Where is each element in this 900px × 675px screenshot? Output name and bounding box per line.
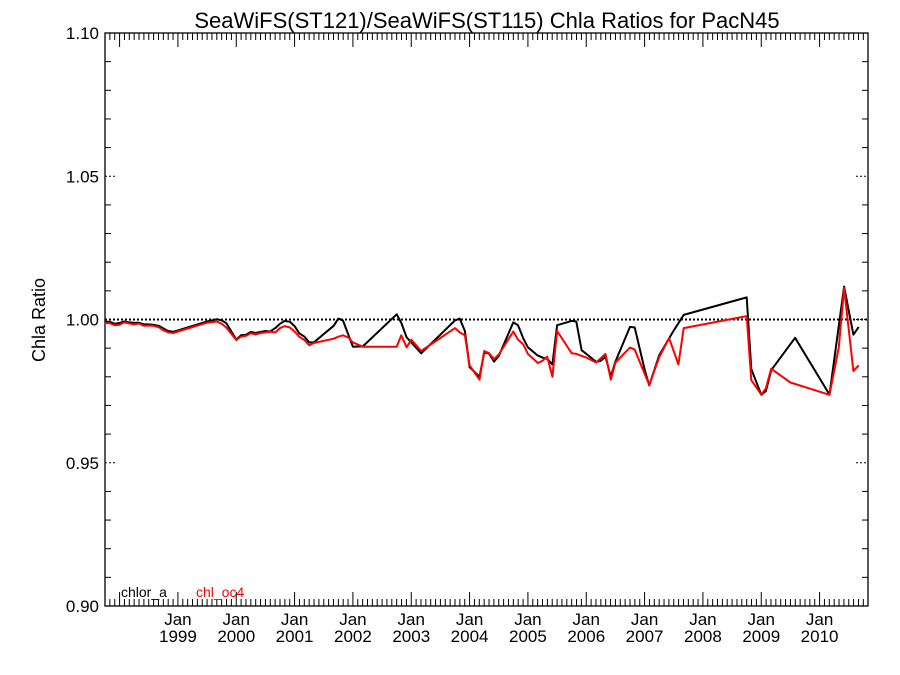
legend-chl-oc4: chl_oc4 xyxy=(196,584,244,600)
x-tick-label-month: Jan xyxy=(164,610,191,629)
x-tick-label-year: 2009 xyxy=(742,627,780,646)
x-tick-label-year: 2000 xyxy=(217,627,255,646)
y-tick-label: 0.90 xyxy=(66,597,99,616)
x-tick-label-year: 2007 xyxy=(626,627,664,646)
x-tick-label-month: Jan xyxy=(514,610,541,629)
y-tick-label: 1.00 xyxy=(66,311,99,330)
x-axis-ticks: Jan1999Jan2000Jan2001Jan2002Jan2003Jan20… xyxy=(104,33,864,646)
x-tick-label-month: Jan xyxy=(223,610,250,629)
x-tick-label-year: 2008 xyxy=(684,627,722,646)
x-tick-label-month: Jan xyxy=(631,610,658,629)
x-tick-label-month: Jan xyxy=(573,610,600,629)
x-tick-label-year: 2005 xyxy=(509,627,547,646)
series-line-chl-oc4 xyxy=(104,287,860,396)
x-tick-label-month: Jan xyxy=(456,610,483,629)
chart-title: SeaWiFS(ST121)/SeaWiFS(ST115) Chla Ratio… xyxy=(194,8,779,33)
x-tick-label-month: Jan xyxy=(748,610,775,629)
x-tick-label-year: 2001 xyxy=(276,627,314,646)
x-tick-label-year: 1999 xyxy=(159,627,197,646)
y-tick-label: 1.10 xyxy=(66,24,99,43)
x-tick-label-month: Jan xyxy=(689,610,716,629)
x-tick-label-year: 2002 xyxy=(334,627,372,646)
series-group xyxy=(104,285,860,396)
x-tick-label-year: 2003 xyxy=(392,627,430,646)
x-tick-label-month: Jan xyxy=(806,610,833,629)
x-tick-label-month: Jan xyxy=(398,610,425,629)
y-tick-label: 1.05 xyxy=(66,167,99,186)
x-tick-label-year: 2004 xyxy=(451,627,489,646)
y-axis-label: Chla Ratio xyxy=(29,278,49,362)
y-tick-label: 0.95 xyxy=(66,454,99,473)
legend-chlor-a: chlor_a xyxy=(121,584,167,600)
x-tick-label-year: 2006 xyxy=(567,627,605,646)
x-tick-label-month: Jan xyxy=(339,610,366,629)
x-tick-label-month: Jan xyxy=(281,610,308,629)
y-axis-ticks: 0.90 0.95 1.00 1.05 1.10 xyxy=(66,24,868,616)
series-line-chlor-a xyxy=(105,285,860,396)
x-tick-label-year: 2010 xyxy=(801,627,839,646)
